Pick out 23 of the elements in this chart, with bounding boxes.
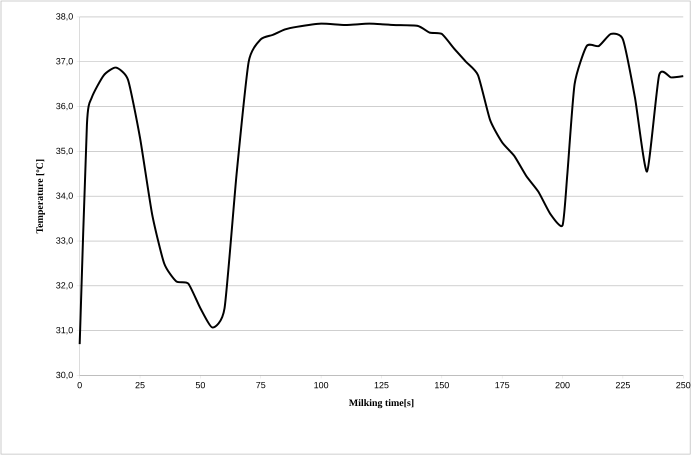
x-tick-label: 150 (435, 382, 449, 388)
x-tick-label: 175 (495, 382, 510, 388)
x-tick-label: 50 (196, 382, 206, 388)
x-tick-label: 125 (374, 382, 389, 388)
y-tick-label: 32,0 (56, 282, 73, 290)
line-series (78, 22, 684, 346)
y-tick-label: 38,0 (56, 13, 73, 21)
x-tick-label: 25 (136, 382, 145, 388)
y-axis-title: Temperature [ºC] (36, 160, 46, 234)
y-tick-label: 31,0 (56, 326, 73, 334)
x-tick-label: 100 (314, 382, 328, 388)
y-tick-label: 36,0 (56, 102, 73, 110)
y-tick-label: 35,0 (56, 148, 73, 155)
x-tick-label: 0 (78, 382, 82, 388)
y-tick-label: 37,0 (56, 58, 73, 66)
x-tick-label: 200 (556, 382, 570, 388)
x-tick-label: 225 (616, 382, 630, 388)
y-tick-label: 30,0 (56, 372, 73, 380)
y-tick-label: 34,0 (56, 192, 73, 200)
x-tick-label: 250 (676, 382, 690, 388)
x-axis-title: Milking time[s] (348, 399, 414, 408)
y-tick-label: 33,0 (56, 237, 73, 245)
x-tick-label: 75 (256, 382, 266, 388)
